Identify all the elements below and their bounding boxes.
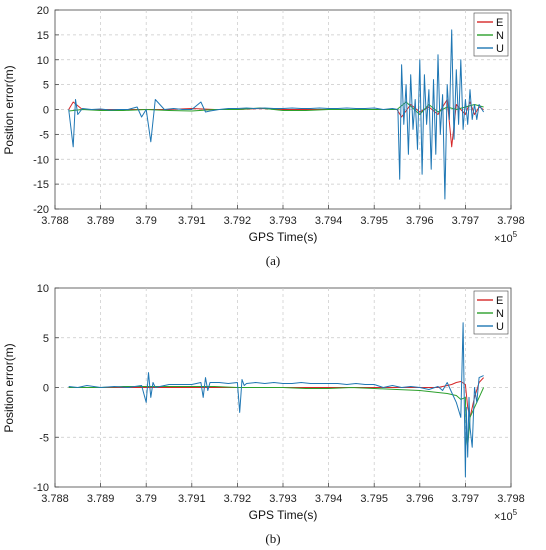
legend-label-e: E <box>496 295 503 307</box>
y-tick-label: 5 <box>43 80 49 92</box>
legend: ENU <box>473 290 509 335</box>
x-tick-labels: 3.788 3.789 3.79 3.791 3.792 3.793 3.794 3.795 3… <box>41 205 525 227</box>
caption-a: (a) <box>266 253 280 268</box>
y-tick-label: -10 <box>33 154 49 166</box>
x-tick-label: 3.79 <box>135 215 156 227</box>
y-tick-label: -15 <box>33 179 49 191</box>
legend: ENU <box>473 12 509 57</box>
x-tick-label: 3.794 <box>315 493 343 505</box>
x-multiplier-exponent: 5 <box>513 508 518 517</box>
x-tick-label: 3.789 <box>87 493 115 505</box>
x-axis-label: GPS Time(s) <box>249 508 318 522</box>
series-line-u <box>68 29 485 200</box>
x-tick-label: 3.791 <box>178 493 206 505</box>
y-tick-label: 10 <box>37 55 49 67</box>
x-tick-label: 3.798 <box>497 493 525 505</box>
y-tick-label: -20 <box>33 204 49 216</box>
y-tick-labels: 10 5 0 -5 -10 <box>33 283 59 494</box>
legend-label-n: N <box>496 30 504 42</box>
y-tick-label: 20 <box>37 5 49 17</box>
x-tick-label: 3.791 <box>178 215 206 227</box>
x-tick-label: 3.792 <box>224 493 252 505</box>
y-tick-label: 0 <box>43 383 49 395</box>
legend-label-e: E <box>496 17 503 29</box>
x-tick-label: 3.79 <box>135 493 156 505</box>
x-tick-label: 3.797 <box>452 215 480 227</box>
x-tick-label: 3.794 <box>315 215 343 227</box>
legend-label-u: U <box>496 43 504 55</box>
legend-label-u: U <box>496 321 504 333</box>
x-tick-label: 3.798 <box>497 215 525 227</box>
series-line-u <box>68 322 484 478</box>
y-tick-label: 15 <box>37 30 49 42</box>
y-tick-label: 10 <box>37 283 49 295</box>
x-tick-label: 3.797 <box>452 493 480 505</box>
y-tick-label: -5 <box>39 129 49 141</box>
x-tick-label: 3.793 <box>269 493 297 505</box>
legend-label-n: N <box>496 308 504 320</box>
series-layer <box>68 29 485 200</box>
x-multiplier: ×105 <box>494 230 518 245</box>
chart-b: 3.788 3.789 3.79 3.791 3.792 3.793 3.794 3.795 3… <box>2 283 525 546</box>
y-tick-label: -10 <box>33 482 49 494</box>
y-axis-label: Position error(m) <box>2 343 16 432</box>
y-tick-label: 0 <box>43 105 49 117</box>
x-multiplier-base: ×10 <box>494 511 513 523</box>
caption-b: (b) <box>265 531 280 546</box>
x-axis-label: GPS Time(s) <box>249 230 318 244</box>
x-tick-label: 3.795 <box>360 215 388 227</box>
y-tick-label: -5 <box>39 432 49 444</box>
x-tick-label: 3.796 <box>406 493 434 505</box>
x-tick-label: 3.788 <box>41 493 69 505</box>
x-tick-labels: 3.788 3.789 3.79 3.791 3.792 3.793 3.794 3.795 3… <box>41 483 525 505</box>
x-tick-label: 3.795 <box>360 493 388 505</box>
chart-a: 3.788 3.789 3.79 3.791 3.792 3.793 3.794 3.795 3… <box>2 5 525 268</box>
series-layer <box>68 322 485 478</box>
x-multiplier: ×105 <box>494 508 518 523</box>
series-line-e <box>68 377 484 418</box>
x-tick-label: 3.788 <box>41 215 69 227</box>
x-tick-label: 3.792 <box>224 215 252 227</box>
x-multiplier-base: ×10 <box>494 233 513 245</box>
y-tick-labels: 20 15 10 5 0 -5 -10 -15 -20 <box>33 5 59 216</box>
x-multiplier-exponent: 5 <box>513 230 518 239</box>
series-line-n <box>68 386 485 448</box>
y-axis-label: Position error(m) <box>2 65 16 154</box>
x-tick-label: 3.796 <box>406 215 434 227</box>
x-tick-label: 3.789 <box>87 215 115 227</box>
y-tick-label: 5 <box>43 333 49 345</box>
x-tick-label: 3.793 <box>269 215 297 227</box>
